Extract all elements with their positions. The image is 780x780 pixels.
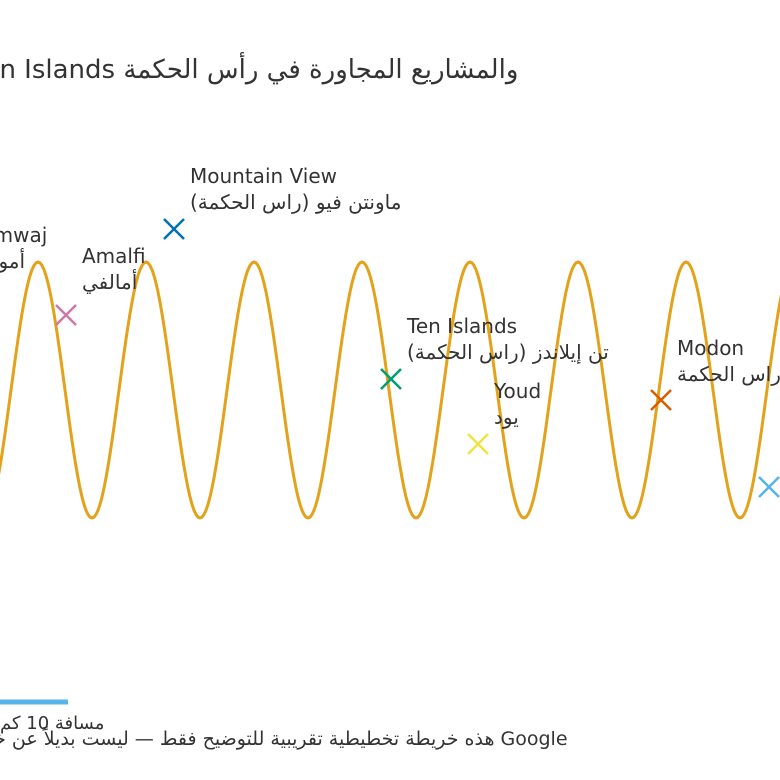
coastline [0, 260, 780, 520]
place-markers: Hacienda Bayهاسيندا بايMarassiمراسيAmwaj… [0, 164, 780, 498]
place-label-en: Ten Islands [406, 314, 517, 338]
x-marker-icon [55, 304, 77, 326]
place-label-ar: أمالفي [82, 269, 137, 295]
map-title: خريطة تقريبية لموقع Ten Islands والمشاري… [0, 51, 518, 85]
place-label-en: Amwaj [0, 223, 47, 247]
x-marker-icon [467, 433, 489, 455]
place-modon: Modonمدن راس الحكمة [650, 336, 780, 411]
place-label-en: Mountain View [190, 164, 337, 188]
x-marker-icon [380, 368, 402, 390]
place-amwaj: Amwajأمواج [0, 223, 47, 273]
footer-note: هذه خريطة تخطيطية تقريبية للتوضيح فقط — … [0, 726, 568, 750]
place-label-ar: ماونتن فيو (راس الحكمة) [190, 190, 401, 214]
place-label-ar: أمواج [0, 248, 25, 273]
x-marker-icon [163, 218, 185, 240]
place-label-en: Amalfi [82, 244, 146, 268]
place-label-en: Youd [493, 379, 541, 403]
place-label-ar: يود [494, 405, 519, 429]
scale-label: مسافة 10 كم [0, 713, 104, 734]
x-marker-icon [758, 476, 780, 498]
place-label-en: Modon [677, 336, 744, 360]
place-label-ar: مدن راس الحكمة [677, 362, 780, 386]
place-ras-el-hekma: Ras El Hekmaراس الحكمة [758, 476, 780, 498]
x-marker-icon [650, 389, 672, 411]
place-label-ar: تن إيلاندز (راس الحكمة) [407, 340, 609, 365]
